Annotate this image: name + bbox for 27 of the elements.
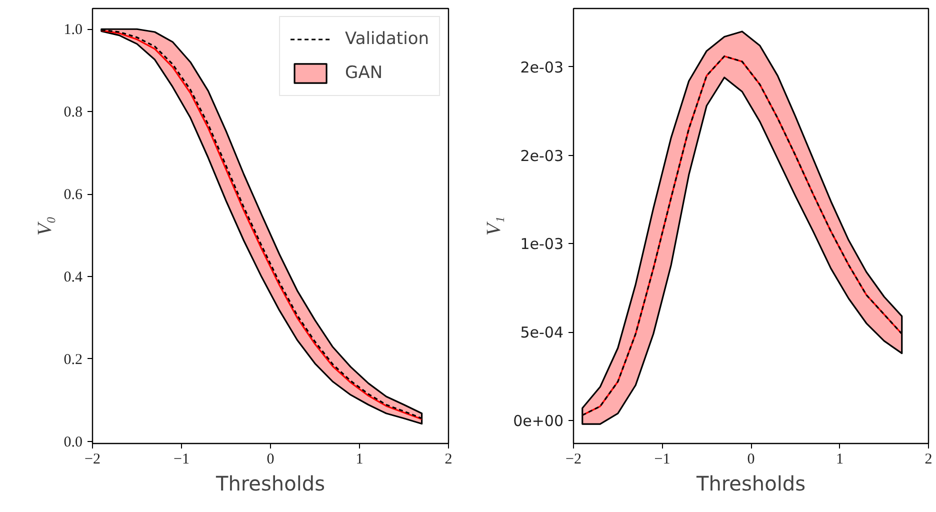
- legend-label: Validation: [345, 29, 429, 49]
- y-tick-label: 2e-03: [520, 146, 564, 165]
- x-axis-title: Thresholds: [215, 472, 325, 496]
- x-tick-label: 1: [356, 452, 364, 468]
- y-tick-label: 0.4: [64, 270, 83, 286]
- x-tick-label: −1: [174, 452, 190, 468]
- x-tick-label: 1: [836, 452, 844, 468]
- y-tick-label: 0.0: [64, 434, 82, 450]
- x-tick-label: 0: [266, 452, 274, 468]
- x-tick-label: 0: [747, 452, 755, 468]
- y-tick-label: 5e-04: [520, 324, 564, 342]
- x-tick-label: −2: [566, 452, 582, 468]
- y-axis-title: V₀: [34, 216, 56, 236]
- y-tick-label: 1.0: [64, 22, 82, 38]
- y-tick-label: 2e-03: [520, 58, 564, 76]
- y-tick-label: 0e+00: [513, 412, 564, 430]
- y-tick-label: 0.8: [64, 104, 82, 121]
- y-axis-title: V₁: [483, 216, 506, 236]
- x-tick-label: 2: [924, 452, 932, 468]
- legend-label: GAN: [345, 63, 383, 83]
- x-tick-label: 2: [444, 452, 452, 468]
- y-tick-label: 0.6: [64, 187, 83, 204]
- x-axis-title: Thresholds: [696, 472, 806, 496]
- x-tick-label: −2: [84, 452, 100, 468]
- y-tick-label: 0.2: [64, 352, 82, 368]
- x-tick-label: −1: [654, 452, 670, 468]
- y-tick-label: 1e-03: [520, 235, 564, 254]
